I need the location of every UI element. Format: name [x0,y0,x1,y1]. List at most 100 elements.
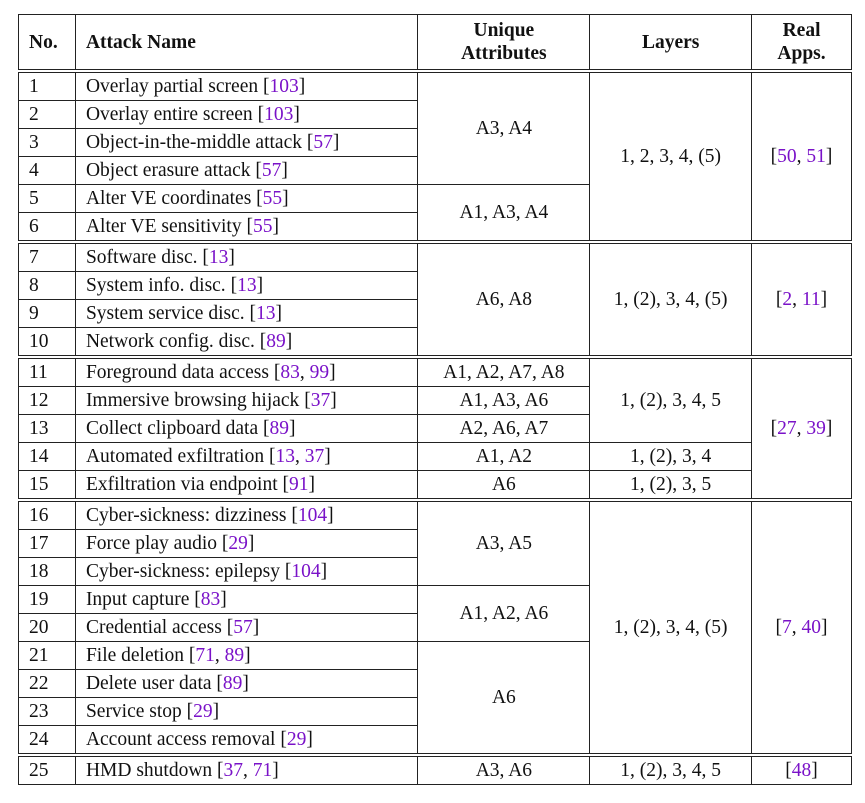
attack-name: Overlay partial screen [103] [74,69,419,101]
table-row: 14 Automated exfiltration [13, 37] A1, A2 1… [18,442,852,471]
citation-link[interactable]: 51 [806,145,826,167]
citation-link[interactable]: 29 [193,700,213,722]
row-number: 12 [18,386,76,415]
row-number: 21 [18,641,76,670]
row-number: 14 [18,442,76,471]
citation-link[interactable]: 27 [777,417,797,439]
row-number: 22 [18,669,76,698]
attack-name: Credential access [57] [74,613,419,642]
row-number: 7 [18,240,76,272]
citation-link[interactable]: 13 [208,246,229,268]
citation-link[interactable]: 37 [310,389,331,411]
table-body: 1 Overlay partial screen [103] A3, A4 1, 2,… [18,69,852,785]
unique-attributes: A6, A8 [417,240,591,358]
citation-link[interactable]: 99 [309,361,330,383]
attack-table: No. Attack Name Unique Attributes Layers… [18,14,852,785]
citation-link[interactable]: 37 [223,759,244,781]
attack-name: HMD shutdown [37, 71] [74,753,419,785]
table-row: 18 Cyber-sickness: epilepsy [104] [18,557,852,586]
attack-name: Software disc. [13] [74,240,419,272]
table-row: 11 Foreground data access [83, 99] A1, A2,… [18,355,852,501]
layers: 1, (2), 3, 4, (5) [589,498,753,756]
attack-name-text: Network config. disc. [85,330,255,352]
citation-link[interactable]: 89 [266,330,286,352]
citation-link[interactable]: 13 [256,302,276,324]
attack-name: Alter VE coordinates [55] [74,184,419,213]
attack-name-text: Foreground data access [85,361,269,383]
citation-link[interactable]: 39 [806,417,826,439]
row-number: 15 [18,470,76,501]
attack-name-text: File deletion [85,644,184,666]
citation-link[interactable]: 11 [801,288,821,310]
citation-link[interactable]: 57 [233,616,253,638]
real-apps: [27, 39] [751,355,852,501]
attack-name: Automated exfiltration [13, 37] [74,442,419,471]
attack-name-text: Delete user data [85,672,212,694]
citation-link[interactable]: 71 [252,759,273,781]
citation-link[interactable]: 48 [791,759,812,781]
layers: 1, (2), 3, 4, 5 [589,355,753,443]
table-row: 1 Overlay partial screen [103] A3, A4 1, 2,… [18,69,852,243]
attack-name-text: HMD shutdown [85,759,213,781]
citation-link[interactable]: 55 [252,215,273,237]
attack-name-text: Account access removal [85,728,276,750]
citation-link[interactable]: 50 [777,145,797,167]
row-number: 17 [18,529,76,558]
row-number: 18 [18,557,76,586]
citation-link[interactable]: 104 [291,560,321,582]
citation-link[interactable]: 103 [264,103,294,125]
table-row: 8 System info. disc. [13] [18,271,852,300]
row-number: 9 [18,299,76,328]
attack-name-text: Automated exfiltration [85,445,265,467]
citation-link[interactable]: 55 [262,187,283,209]
attack-name-text: Object erasure attack [85,159,251,181]
citation-link[interactable]: 29 [286,728,307,750]
row-number: 1 [18,69,76,101]
attack-name-text: Collect clipboard data [85,417,259,439]
row-number: 2 [18,100,76,129]
citation-link[interactable]: 40 [801,616,822,638]
header-attack-name: Attack Name [74,14,419,73]
attack-name-text: Service stop [85,700,182,722]
real-apps: [2, 11] [751,240,852,358]
attack-name-text: Overlay partial screen [85,75,259,97]
row-number: 16 [18,498,76,530]
header-real-apps: Real Apps. [751,14,852,73]
citation-link[interactable]: 57 [261,159,282,181]
attack-name: Account access removal [29] [74,725,419,756]
attack-name-text: Cyber-sickness: epilepsy [85,560,280,582]
citation-link[interactable]: 13 [237,274,257,296]
attack-name: Service stop [29] [74,697,419,726]
attack-name-text: Software disc. [85,246,198,268]
citation-link[interactable]: 29 [228,532,248,554]
table-row: 12 Immersive browsing hijack [37] A1, A3, … [18,386,852,415]
citation-link[interactable]: 91 [289,473,309,495]
table-row: 24 Account access removal [29] [18,725,852,756]
citation-link[interactable]: 7 [782,616,792,638]
attack-name-text: Cyber-sickness: dizziness [85,504,287,526]
unique-attributes: A1, A2, A7, A8 [417,355,591,387]
citation-link[interactable]: 13 [275,445,295,467]
unique-attributes: A1, A2, A6 [417,585,591,642]
citation-link[interactable]: 83 [200,588,221,610]
unique-attributes: A3, A4 [417,69,591,185]
table-row: 25 HMD shutdown [37, 71] A3, A6 1, (2), 3, … [18,753,852,785]
citation-link[interactable]: 89 [269,417,290,439]
row-number: 13 [18,414,76,443]
unique-attributes: A3, A6 [417,753,591,785]
citation-link[interactable]: 89 [224,644,245,666]
citation-link[interactable]: 2 [782,288,793,310]
header-row: No. Attack Name Unique Attributes Layers… [18,14,852,73]
citation-link[interactable]: 71 [195,644,215,666]
citation-link[interactable]: 37 [304,445,325,467]
table-row: 20 Credential access [57] [18,613,852,642]
citation-link[interactable]: 103 [269,75,299,97]
citation-link[interactable]: 83 [280,361,300,383]
citation-link[interactable]: 57 [313,131,333,153]
row-number: 10 [18,327,76,358]
layers: 1, (2), 3, 5 [589,470,753,501]
layers: 1, 2, 3, 4, (5) [589,69,753,243]
citation-link[interactable]: 104 [297,504,328,526]
citation-link[interactable]: 89 [222,672,243,694]
attack-name: Collect clipboard data [89] [74,414,419,443]
